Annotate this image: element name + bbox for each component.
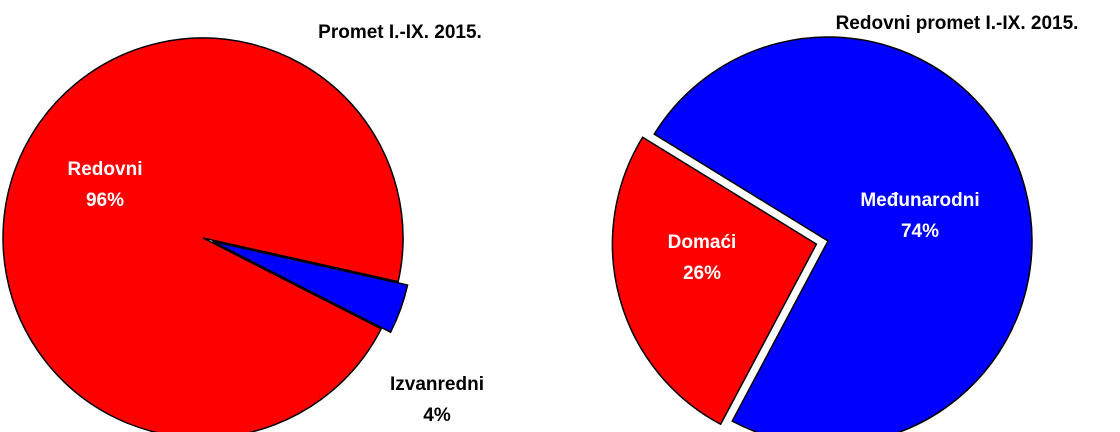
pie-slice — [212, 240, 409, 334]
slice-value-label: 26% — [683, 263, 721, 284]
slice-label: Izvanredni — [390, 374, 484, 395]
slice-label: Međunarodni — [860, 190, 979, 211]
chart-title: Promet I.-IX. 2015. — [318, 22, 482, 43]
pie-slice — [653, 36, 1033, 432]
pie-slice — [2, 37, 404, 432]
pie-slice — [611, 136, 818, 426]
slice-label: Domaći — [668, 232, 737, 253]
slice-label: Redovni — [68, 159, 143, 180]
slice-value-label: 4% — [423, 405, 451, 426]
slice-value-label: 74% — [901, 221, 939, 242]
slice-value-label: 96% — [86, 190, 124, 211]
chart-title: Redovni promet I.-IX. 2015. — [836, 13, 1079, 34]
